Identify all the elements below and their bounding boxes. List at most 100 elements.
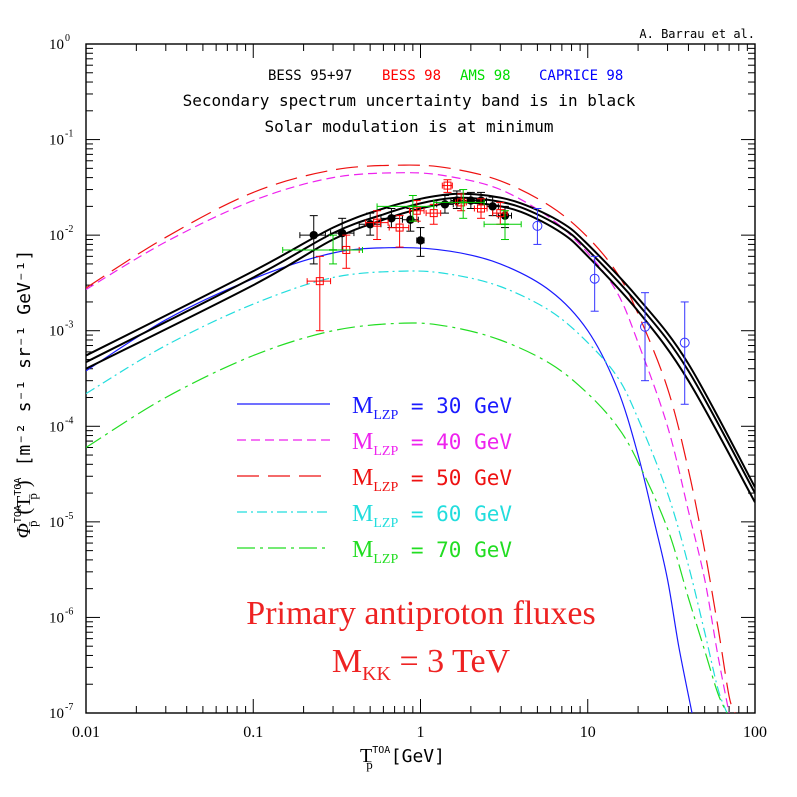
experiment-label-bess-95-97: BESS 95+97: [268, 68, 352, 84]
point-marker: [466, 196, 476, 205]
y-label-arg-sub: p̄: [25, 493, 40, 500]
x-label-sup: TOA: [372, 745, 390, 756]
legend: MLZP = 30 GeV MLZP = 40 GeV MLZP = 50 GeV M…: [237, 393, 512, 567]
legend-label: MLZP = 30 GeV: [352, 393, 512, 423]
experiment-label-bess-98: BESS 98: [382, 68, 441, 84]
svg-text:TTOAp̄[GeV]: TTOA p̄ [GeV]: [360, 745, 445, 772]
y-label-main-sup: TOA: [13, 505, 24, 523]
y-tick-label: 10: [49, 133, 64, 149]
y-tick-exponent: -1: [65, 129, 73, 140]
x-tick-label: 0.1: [243, 724, 263, 741]
y-tick-exponent: 0: [65, 33, 70, 44]
y-tick-label: 10: [49, 610, 64, 626]
x-label-main: T: [360, 745, 372, 767]
legend-item-5: MLZP = 70 GeV: [237, 537, 512, 567]
y-label-arg: (T: [13, 496, 35, 515]
point-marker: [589, 273, 600, 284]
annotation-mass-prefix: M: [332, 643, 362, 680]
annotation-mass: MKK = 3 TeV: [332, 643, 511, 685]
credit-text: A. Barrau et al.: [639, 27, 755, 41]
data-point: [409, 200, 425, 222]
data-point: [441, 179, 453, 193]
annotation: Primary antiproton fluxes MKK = 3 TeV: [246, 595, 595, 685]
y-tick-exponent: -6: [65, 606, 73, 617]
x-tick-label: 10: [580, 724, 596, 741]
legend-label: MLZP = 70 GeV: [352, 537, 512, 567]
annotation-title: Primary antiproton fluxes: [246, 595, 595, 632]
y-tick-label: 10: [49, 228, 64, 244]
data-point: [589, 255, 600, 312]
point-marker: [315, 277, 324, 286]
experiment-label-caprice-98: CAPRICE 98: [539, 68, 623, 84]
data-point: [640, 292, 651, 382]
svg-text:ΦTOAp̄(TTOAp̄)[m⁻² s⁻¹ sr⁻¹ Ge: ΦTOAp̄(TTOAp̄)[m⁻² s⁻¹ sr⁻¹ GeV⁻¹]: [13, 250, 40, 539]
y-tick-label: 10: [49, 324, 64, 340]
note-solar-modulation: Solar modulation is at minimum: [265, 117, 554, 136]
legend-item-1: MLZP = 30 GeV: [237, 393, 512, 423]
legend-label: MLZP = 50 GeV: [352, 465, 512, 495]
point-marker: [440, 200, 450, 209]
annotation-mass-suffix: = 3 TeV: [391, 643, 511, 680]
y-tick-exponent: -3: [65, 320, 73, 331]
secondary-band-upper: [86, 192, 755, 488]
x-axis-label: TTOA p̄ [GeV]: [360, 745, 445, 772]
data-point: [483, 210, 522, 241]
point-marker: [452, 196, 462, 205]
note-secondary-band: Secondary spectrum uncertainty band is i…: [183, 91, 636, 110]
y-tick-exponent: -2: [65, 224, 73, 235]
data-point: [376, 194, 435, 222]
y-label-main-sub: p̄: [25, 521, 40, 528]
curves: [86, 164, 755, 713]
point-marker: [443, 181, 452, 190]
data-point: [358, 212, 382, 236]
point-marker: [429, 209, 438, 218]
y-tick-exponent: -7: [65, 702, 73, 713]
series-line-m-lzp-50-gev: [86, 164, 736, 713]
point-marker: [395, 223, 404, 232]
x-label-sub: p̄: [366, 757, 373, 772]
curves-clipped: [86, 164, 755, 713]
point-marker: [373, 218, 382, 227]
dataset-caprice-98: [532, 208, 690, 405]
y-tick-exponent: -4: [65, 415, 73, 426]
secondary-band-middle: [86, 196, 755, 494]
legend-item-4: MLZP = 60 GeV: [237, 501, 512, 531]
experiments-header: BESS 95+97 BESS 98 AMS 98 CAPRICE 98: [268, 68, 623, 84]
series-line-m-lzp-30-gev: [86, 246, 693, 713]
y-label-units: [m⁻² s⁻¹ sr⁻¹ GeV⁻¹]: [14, 250, 35, 467]
y-tick-exponent: -5: [65, 511, 73, 522]
point-marker: [679, 337, 690, 348]
x-tick-label: 0.01: [72, 724, 100, 741]
data-point: [306, 255, 332, 332]
x-tick-label: 1: [417, 724, 425, 741]
data-point: [388, 215, 410, 248]
y-tick-label: 10: [49, 706, 64, 722]
y-axis-label: ΦTOAp̄(TTOAp̄)[m⁻² s⁻¹ sr⁻¹ GeV⁻¹]: [13, 250, 40, 539]
data-point: [330, 217, 355, 251]
experiment-label-ams-98: AMS 98: [460, 68, 511, 84]
data-point: [433, 189, 485, 219]
point-marker: [496, 209, 505, 218]
point-marker: [365, 220, 375, 229]
data-point: [282, 234, 363, 265]
point-marker: [337, 228, 347, 238]
dataset-ams-98: [282, 189, 522, 265]
y-tick-label: 10: [49, 37, 64, 53]
point-marker: [309, 230, 318, 240]
data-point: [532, 208, 543, 245]
y-tick-label: 10: [49, 419, 64, 435]
series-line-m-lzp-70-gev: [86, 322, 728, 713]
point-marker: [532, 220, 543, 231]
annotation-mass-sub: KK: [362, 663, 391, 685]
y-label-main: Φ: [13, 523, 35, 538]
point-marker: [387, 214, 396, 223]
y-tick-label: 10: [49, 515, 64, 531]
data-point: [416, 227, 425, 257]
legend-item-3: MLZP = 50 GeV: [237, 465, 512, 495]
point-marker: [416, 236, 425, 245]
x-label-units: [GeV]: [391, 746, 445, 767]
point-marker: [640, 321, 651, 332]
data-point: [299, 215, 326, 265]
